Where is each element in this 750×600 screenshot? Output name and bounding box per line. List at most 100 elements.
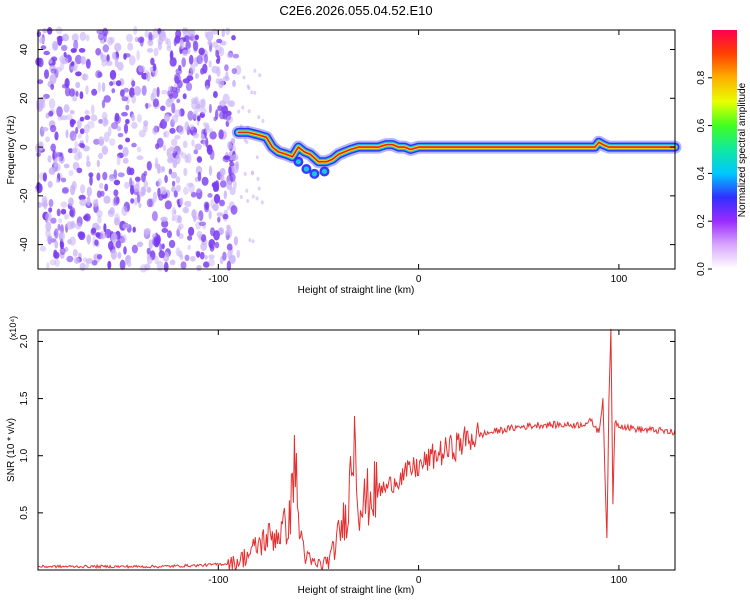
spectrogram-x-axis-label: Height of straight line (km): [298, 285, 415, 296]
noise-speckle: [122, 157, 129, 164]
noise-speckle: [103, 223, 107, 233]
snr-x-axis-label: Height of straight line (km): [298, 585, 415, 596]
noise-speckle: [171, 216, 176, 222]
noise-speckle: [132, 226, 136, 233]
noise-speckle: [36, 152, 41, 157]
noise-speckle: [184, 154, 189, 163]
noise-speckle: [157, 187, 161, 198]
noise-speckle: [192, 110, 199, 120]
x-tick-label: 0: [416, 274, 422, 285]
noise-speckle: [160, 216, 168, 222]
noise-speckle: [195, 165, 203, 175]
noise-speckle: [190, 191, 197, 198]
noise-speckle: [202, 63, 208, 74]
noise-speckle: [170, 148, 177, 154]
x-tick-label: -100: [208, 274, 228, 285]
noise-speckle: [121, 206, 128, 216]
noise-speckle: [108, 174, 115, 182]
noise-speckle: [173, 38, 177, 47]
snr-y-ticks: 0.5 1.0 1.5 2.0: [19, 334, 675, 520]
noise-speckle: [79, 262, 86, 272]
noise-speckle: [101, 82, 106, 93]
noise-speckle: [186, 182, 194, 188]
snr-panel: -100 0 100 0.5 1.0 1.5 2.0 Height of straight…: [6, 316, 676, 596]
noise-speckle: [110, 232, 118, 243]
noise-speckle: [84, 115, 91, 121]
snr-frame: [37, 329, 676, 571]
noise-speckle: [48, 207, 53, 213]
noise-speckle: [153, 47, 159, 57]
noise-speckle: [207, 39, 212, 46]
noise-speckle: [100, 52, 104, 59]
noise-speckle: [126, 166, 132, 176]
noise-speckle: [216, 66, 221, 77]
noise-speckle: [72, 96, 78, 102]
noise-speckle: [176, 98, 181, 104]
noise-speckle: [136, 193, 141, 204]
x-tick-label: 100: [611, 274, 628, 285]
noise-speckle: [107, 260, 112, 270]
noise-speckle: [119, 259, 126, 270]
noise-speckle: [224, 64, 229, 72]
noise-speckle: [72, 249, 78, 257]
noise-speckle: [50, 68, 57, 74]
noise-speckle: [196, 230, 203, 239]
spectrogram-ridge: [231, 125, 682, 169]
noise-speckle: [79, 128, 85, 135]
chart-title: C2E6.2026.055.04.52.E10: [279, 3, 432, 18]
noise-speckle: [177, 125, 185, 135]
noise-speckle: [90, 114, 98, 122]
noise-speckle: [158, 122, 163, 129]
y-tick-label: -40: [19, 237, 30, 252]
noise-speckle: [230, 254, 236, 263]
noise-speckle: [191, 139, 195, 147]
noise-speckle: [104, 228, 112, 239]
noise-speckle: [39, 245, 47, 252]
noise-speckle: [47, 27, 53, 35]
noise-speckle: [71, 148, 78, 154]
noise-speckle: [57, 223, 61, 231]
colorbar-tick-label: 0.0: [696, 262, 707, 276]
noise-speckle: [101, 111, 108, 121]
noise-speckle: [102, 44, 110, 53]
noise-speckle: [229, 187, 236, 196]
noise-speckle: [170, 138, 178, 147]
noise-speckle: [164, 200, 172, 210]
noise-speckle: [189, 124, 195, 131]
noise-speckle: [70, 48, 77, 53]
noise-speckle: [253, 90, 257, 95]
noise-speckle: [71, 180, 77, 191]
noise-speckle: [171, 180, 176, 187]
noise-speckle: [143, 228, 151, 235]
noise-speckle: [231, 68, 237, 75]
noise-speckle: [214, 241, 220, 249]
ridge-core: [237, 131, 676, 163]
noise-speckle: [59, 247, 66, 255]
y-tick-label: 1.5: [19, 391, 30, 405]
noise-speckle: [204, 204, 210, 213]
noise-speckle: [251, 194, 255, 199]
noise-speckle: [101, 145, 109, 155]
noise-speckle: [69, 110, 75, 115]
noise-speckle: [121, 111, 128, 117]
x-tick-label: -100: [208, 575, 228, 586]
noise-speckle: [49, 259, 57, 266]
noise-speckle: [109, 138, 116, 147]
noise-speckle: [111, 88, 116, 94]
noise-speckle: [60, 115, 68, 121]
noise-speckle: [95, 70, 102, 79]
noise-speckle: [232, 79, 236, 88]
noise-speckle: [222, 111, 228, 120]
noise-speckle: [241, 105, 245, 110]
noise-speckle: [167, 230, 172, 239]
noise-speckle: [133, 184, 140, 193]
noise-speckle: [130, 198, 135, 204]
noise-speckle: [82, 73, 87, 81]
noise-speckle: [184, 254, 190, 261]
noise-speckle: [131, 80, 136, 87]
noise-speckle: [174, 75, 180, 84]
noise-speckle: [205, 137, 209, 148]
noise-speckle: [168, 168, 173, 175]
noise-speckle: [171, 207, 177, 218]
noise-speckle: [258, 73, 262, 78]
